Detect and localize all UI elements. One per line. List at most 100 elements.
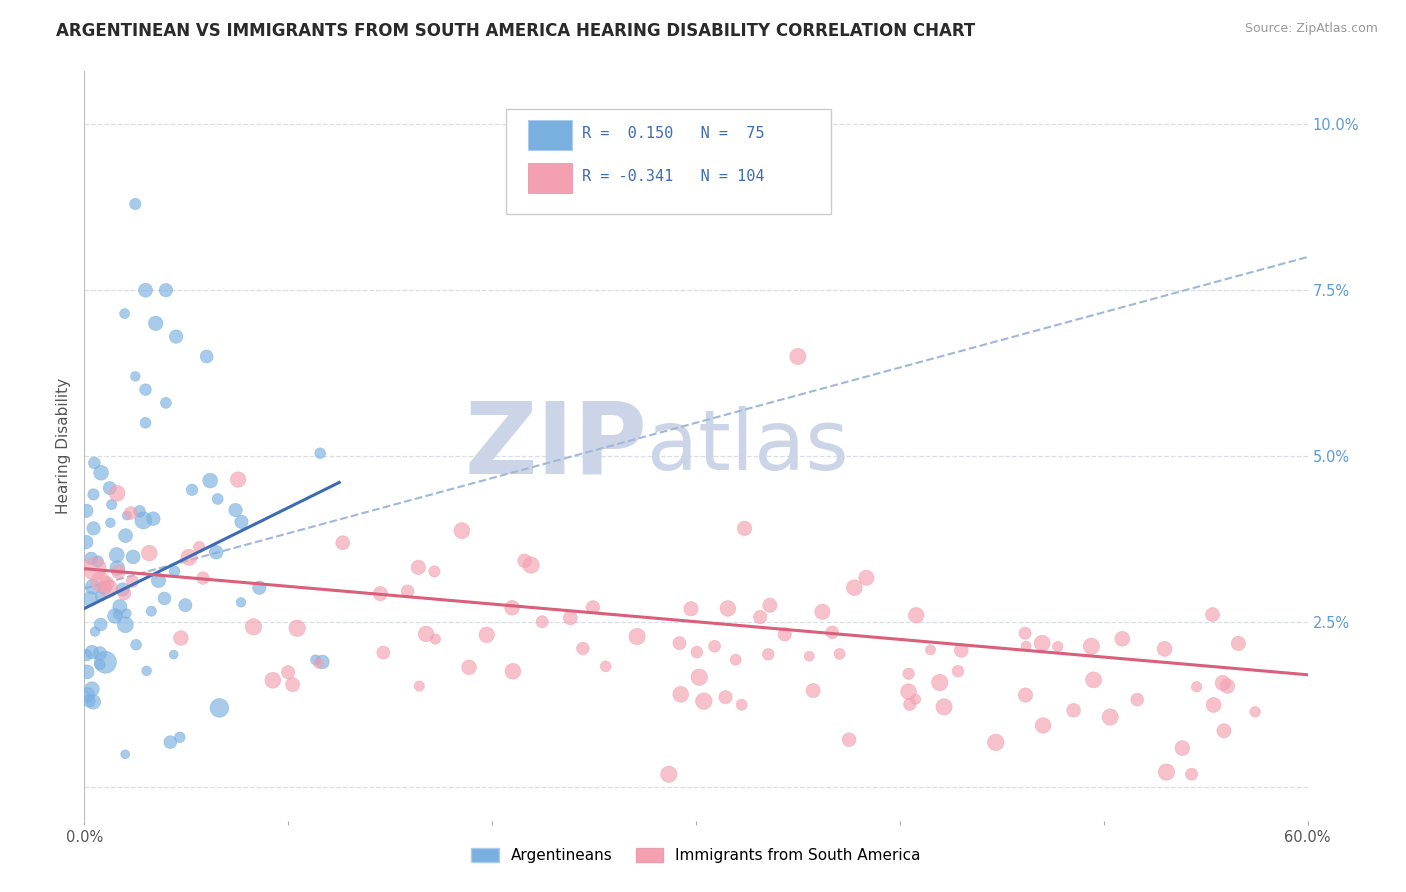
Point <box>984 735 1007 749</box>
Point <box>80 551 103 566</box>
Text: ZIP: ZIP <box>464 398 647 494</box>
Point <box>714 690 737 705</box>
Point <box>107 565 129 579</box>
Point <box>80 645 103 659</box>
Point <box>114 747 136 762</box>
Point <box>693 694 716 708</box>
Point <box>97 582 120 596</box>
Point <box>188 540 211 554</box>
Point <box>262 673 284 688</box>
Text: ARGENTINEAN VS IMMIGRANTS FROM SOUTH AMERICA HEARING DISABILITY CORRELATION CHAR: ARGENTINEAN VS IMMIGRANTS FROM SOUTH AME… <box>56 22 976 40</box>
Point <box>281 677 304 691</box>
Point <box>145 316 167 330</box>
Point <box>170 631 193 645</box>
Point <box>311 655 333 669</box>
Point <box>731 698 754 712</box>
Point <box>159 735 181 749</box>
Point <box>582 600 605 615</box>
Y-axis label: Hearing Disability: Hearing Disability <box>56 378 72 514</box>
Point <box>115 508 138 523</box>
Point <box>177 550 200 565</box>
Text: R = -0.341   N = 104: R = -0.341 N = 104 <box>582 169 765 184</box>
Point <box>208 701 231 715</box>
Point <box>155 283 177 297</box>
Point <box>242 620 264 634</box>
Point <box>658 767 681 781</box>
Point <box>595 659 617 673</box>
Point <box>1111 632 1133 646</box>
Point <box>703 639 725 653</box>
Point <box>83 562 105 576</box>
Point <box>423 565 446 579</box>
Point <box>1227 636 1250 650</box>
Point <box>370 586 392 600</box>
Point <box>408 679 430 693</box>
Text: Source: ZipAtlas.com: Source: ZipAtlas.com <box>1244 22 1378 36</box>
Point <box>153 591 176 606</box>
Point <box>1212 676 1234 690</box>
Point <box>756 648 779 662</box>
Point <box>749 610 772 624</box>
Point <box>928 675 950 690</box>
Point <box>1185 680 1208 694</box>
Point <box>114 307 136 321</box>
Point <box>132 513 155 527</box>
Point <box>231 515 253 529</box>
Point <box>844 581 866 595</box>
Point <box>415 627 437 641</box>
Point <box>787 350 810 364</box>
Point <box>1216 679 1239 693</box>
Point <box>1156 765 1178 780</box>
Point <box>475 628 498 642</box>
Point <box>87 554 110 568</box>
Point <box>1032 718 1054 732</box>
Point <box>920 642 942 657</box>
Point <box>120 506 142 520</box>
Point <box>205 545 228 559</box>
Point <box>309 446 332 460</box>
FancyBboxPatch shape <box>506 109 831 214</box>
Point <box>1180 767 1202 781</box>
Point <box>124 197 146 211</box>
Point <box>277 665 299 680</box>
Point <box>83 521 105 535</box>
Point <box>89 647 111 661</box>
Point <box>1014 688 1036 702</box>
Point <box>1153 641 1175 656</box>
Point <box>513 554 536 568</box>
Point <box>285 621 308 635</box>
Point <box>855 571 877 585</box>
Text: atlas: atlas <box>647 406 849 486</box>
Point <box>560 611 582 625</box>
Legend: Argentineans, Immigrants from South America: Argentineans, Immigrants from South Amer… <box>465 842 927 869</box>
Point <box>308 657 330 671</box>
Point <box>332 535 354 549</box>
Point <box>905 608 928 623</box>
Point <box>225 503 247 517</box>
Point <box>304 653 326 667</box>
Point <box>828 647 851 661</box>
FancyBboxPatch shape <box>529 162 572 193</box>
Point <box>165 329 187 343</box>
Point <box>174 598 197 612</box>
Point <box>163 564 186 578</box>
Point <box>90 617 112 632</box>
Point <box>114 528 136 542</box>
Point <box>408 560 430 574</box>
Point <box>897 666 920 681</box>
Point <box>114 617 136 632</box>
Point <box>138 546 160 560</box>
Point <box>122 549 145 564</box>
Point <box>898 698 921 712</box>
Point <box>124 369 146 384</box>
Point <box>82 580 104 594</box>
Point <box>82 487 104 501</box>
Point <box>76 665 98 679</box>
Point <box>94 655 117 669</box>
Point <box>80 682 103 697</box>
Point <box>668 636 690 650</box>
Point <box>155 396 177 410</box>
Point <box>100 516 122 530</box>
Point <box>502 665 524 679</box>
Point <box>125 638 148 652</box>
